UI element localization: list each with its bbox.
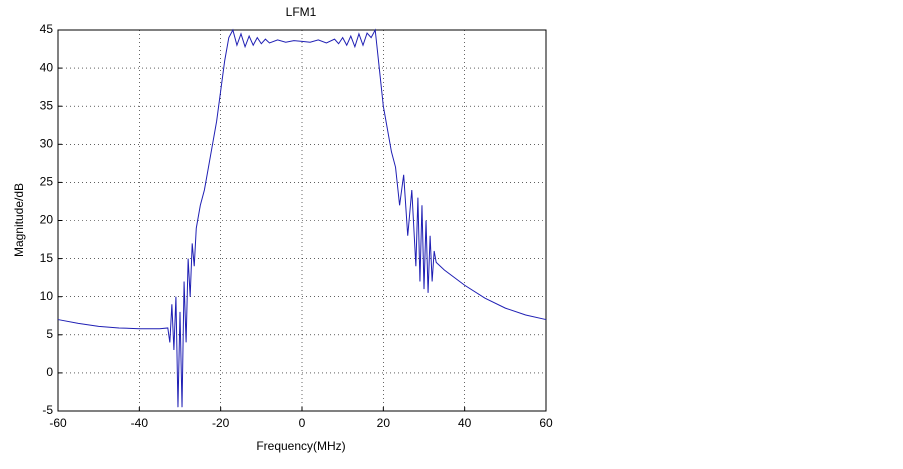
y-tick-label: 25 <box>40 175 54 189</box>
plot-frame <box>57 29 547 412</box>
chart-title: LFM1 <box>286 5 317 19</box>
x-axis-label: Frequency(MHz) <box>256 439 345 453</box>
y-axis-label: Magnitude/dB <box>12 183 26 257</box>
x-tick-label: -60 <box>49 416 67 430</box>
y-tick-label: 5 <box>46 327 53 341</box>
x-tick-label: 0 <box>299 416 306 430</box>
y-tick-label: 10 <box>40 289 54 303</box>
y-tick-label: 0 <box>46 365 53 379</box>
x-tick-label: -20 <box>212 416 230 430</box>
y-tick-label: -5 <box>42 403 53 417</box>
y-tick-label: 30 <box>40 136 54 150</box>
y-tick-label: 45 <box>40 22 54 36</box>
y-tick-label: 15 <box>40 251 54 265</box>
data-line <box>57 28 547 408</box>
x-tick-label: -40 <box>131 416 149 430</box>
x-tick-label: 40 <box>458 416 472 430</box>
x-tick-label: 60 <box>539 416 553 430</box>
y-tick-label: 20 <box>40 213 54 227</box>
x-tick-label: 20 <box>377 416 391 430</box>
y-tick-label: 35 <box>40 98 54 112</box>
y-tick-label: 40 <box>40 60 54 74</box>
